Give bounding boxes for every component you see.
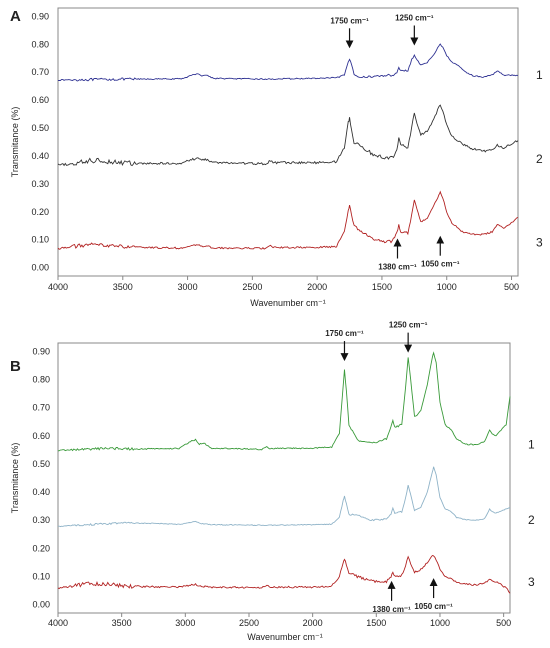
panel-a-x-tick-label: 4000	[48, 282, 68, 292]
panel-a-x-tick-label: 3500	[113, 282, 133, 292]
panel-a-y-tick-label: 0.10	[31, 235, 49, 245]
panel-b-y-tick-label: 0.00	[32, 600, 50, 610]
panel-a: A Transmitance (%) Wavenumber cm⁻¹ 4000 3…	[10, 7, 543, 308]
panel-b-x-tick-label: 3500	[112, 618, 132, 628]
panel-a-annotation-label: 1380 cm⁻¹	[378, 263, 417, 272]
panel-b-series-label-1: 1	[528, 437, 535, 451]
panel-a-y-tick-label: 0.50	[31, 123, 49, 133]
panel-b-annotation-label: 1250 cm⁻¹	[389, 321, 428, 330]
panel-b-y-tick-label: 0.90	[32, 346, 50, 356]
panel-a-y-ticks: 0.00 0.10 0.20 0.30 0.40 0.50 0.60 0.70 0.80 0.90	[31, 11, 49, 272]
panel-b-x-tick-label: 1000	[430, 618, 450, 628]
panel-b-annotation-label: 1380 cm⁻¹	[372, 605, 411, 614]
panel-a-annotations: 1750 cm⁻¹ 1250 cm⁻¹ 1380 cm⁻¹ 1050 cm⁻¹	[330, 14, 460, 272]
panel-a-y-axis-title: Transmitance (%)	[10, 107, 20, 178]
panel-a-x-tick-label: 1000	[437, 282, 457, 292]
panel-b-y-axis-title: Transmitance (%)	[10, 443, 20, 514]
panel-b-series-label-2: 2	[528, 513, 535, 527]
panel-a-x-tick-label: 500	[504, 282, 519, 292]
panel-b-annotation-label: 1050 cm⁻¹	[414, 602, 453, 611]
panel-a-y-tick-label: 0.00	[31, 263, 49, 273]
panel-a-x-tick-label: 2500	[242, 282, 262, 292]
panel-a-series-line-1	[57, 43, 519, 82]
panel-a-series: 1 2 3	[57, 43, 543, 250]
panel-b-y-tick-label: 0.80	[32, 375, 50, 385]
panel-a-y-tick-label: 0.70	[31, 67, 49, 77]
panel-b-x-tick-label: 3000	[175, 618, 195, 628]
panel-a-series-label-2: 2	[536, 152, 543, 166]
panel-b-x-axis-title: Wavenumber cm⁻¹	[247, 632, 322, 642]
panel-a-x-tick-label: 1500	[372, 282, 392, 292]
panel-b-x-tick-label: 4000	[48, 618, 68, 628]
panel-a-x-ticks: 4000 3500 3000 2500 2000 1500 1000 500	[48, 276, 519, 292]
panel-a-annotation-label: 1750 cm⁻¹	[330, 16, 369, 25]
panel-a-y-tick-label: 0.60	[31, 95, 49, 105]
panel-b-y-tick-label: 0.10	[32, 571, 50, 581]
panel-a-letter: A	[10, 8, 21, 25]
panel-a-x-tick-label: 3000	[178, 282, 198, 292]
panel-b-x-ticks: 4000 3500 3000 2500 2000 1500 1000 500	[48, 613, 511, 628]
panel-a-annotation-label: 1050 cm⁻¹	[421, 260, 460, 269]
panel-b-y-tick-label: 0.60	[32, 431, 50, 441]
panel-a-series-line-3	[57, 190, 519, 250]
panel-b-x-tick-label: 2000	[303, 618, 323, 628]
panel-b-series-line-1	[57, 351, 511, 452]
panel-a-y-tick-label: 0.80	[31, 39, 49, 49]
panel-b: B Transmitance (%) Wavenumber cm⁻¹ 4000 3…	[10, 321, 535, 642]
panel-a-y-tick-label: 0.20	[31, 207, 49, 217]
panel-b-series: 1 2 3	[57, 351, 535, 594]
panel-b-series-line-2	[57, 466, 511, 528]
panel-b-x-tick-label: 1500	[366, 618, 386, 628]
panel-a-series-line-2	[57, 104, 519, 167]
panel-a-plot-frame	[57, 7, 519, 277]
panel-a-series-label-1: 1	[536, 68, 543, 82]
panel-a-series-label-3: 3	[536, 236, 543, 250]
panel-a-y-tick-label: 0.40	[31, 151, 49, 161]
panel-b-letter: B	[10, 358, 21, 375]
panel-a-x-tick-label: 2000	[307, 282, 327, 292]
panel-b-y-tick-label: 0.70	[32, 403, 50, 413]
panel-a-x-axis-title: Wavenumber cm⁻¹	[250, 298, 325, 308]
panel-b-y-ticks: 0.00 0.10 0.20 0.30 0.40 0.50 0.60 0.70 0.80 0.90	[32, 346, 50, 609]
panel-b-series-line-3	[57, 555, 511, 594]
panel-b-y-tick-label: 0.20	[32, 543, 50, 553]
panel-b-y-tick-label: 0.50	[32, 459, 50, 469]
panel-b-annotations: 1750 cm⁻¹ 1250 cm⁻¹ 1380 cm⁻¹ 1050 cm⁻¹	[325, 321, 453, 614]
panel-b-x-tick-label: 500	[496, 618, 511, 628]
panel-b-plot-frame	[57, 342, 511, 614]
panel-b-series-label-3: 3	[528, 575, 535, 589]
panel-a-annotation-label: 1250 cm⁻¹	[395, 14, 434, 23]
panel-b-y-tick-label: 0.40	[32, 487, 50, 497]
panel-a-y-tick-label: 0.30	[31, 179, 49, 189]
panel-b-y-tick-label: 0.30	[32, 515, 50, 525]
panel-a-y-tick-label: 0.90	[31, 11, 49, 21]
panel-b-x-tick-label: 2500	[239, 618, 259, 628]
panel-b-annotation-label: 1750 cm⁻¹	[325, 329, 364, 338]
